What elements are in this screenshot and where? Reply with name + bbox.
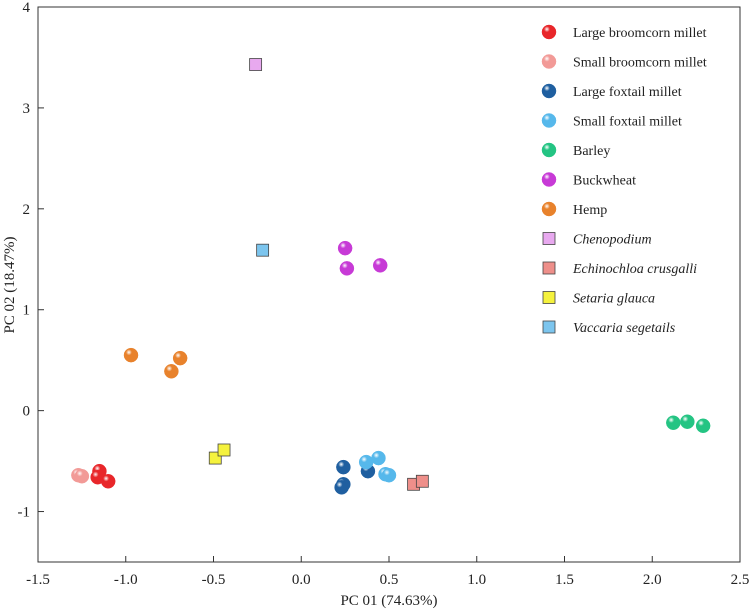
data-point <box>100 474 116 489</box>
x-axis-ticks: -1.5 -1.0 -0.5 0.0 0.5 1.0 1.5 2.0 2.5 <box>26 556 749 588</box>
data-point <box>415 474 429 488</box>
data-points <box>71 58 711 495</box>
legend-label: Hemp <box>573 203 607 218</box>
data-point <box>123 347 139 363</box>
legend-label: Small foxtail millet <box>573 115 682 130</box>
y-tick-label: 4 <box>23 0 31 16</box>
legend-label: Chenopodium <box>573 233 652 248</box>
y-axis-label: PC 02 (18.47%) <box>2 236 18 333</box>
x-tick-label: 0.5 <box>380 572 399 588</box>
y-tick-label: -1 <box>18 505 31 521</box>
x-tick-label: -0.5 <box>202 572 226 588</box>
data-point <box>372 258 388 273</box>
legend-label: Buckwheat <box>573 174 636 189</box>
x-axis-label: PC 01 (74.63%) <box>340 593 437 609</box>
data-point <box>172 350 188 366</box>
y-tick-label: 0 <box>23 404 31 420</box>
legend-label: Vaccaria segetails <box>573 321 676 336</box>
legend-marker <box>542 320 556 334</box>
legend-label: Setaria glauca <box>573 292 655 307</box>
x-tick-label: 2.0 <box>643 572 662 588</box>
data-point <box>334 480 349 495</box>
data-point <box>217 443 231 457</box>
data-point <box>666 415 681 430</box>
legend-label: Large broomcorn millet <box>573 26 707 41</box>
legend-label: Large foxtail millet <box>573 85 682 100</box>
legend-marker <box>541 83 557 99</box>
legend-marker <box>542 291 556 304</box>
x-tick-label: -1.5 <box>26 572 50 588</box>
legend-marker <box>541 54 557 69</box>
legend-marker <box>541 113 557 128</box>
legend-label: Small broomcorn millet <box>573 56 707 71</box>
data-point <box>695 418 711 434</box>
legend-marker <box>542 261 556 275</box>
legend-marker <box>542 232 556 245</box>
x-tick-label: 2.5 <box>731 572 750 588</box>
data-point <box>680 414 695 429</box>
data-point <box>256 243 270 257</box>
x-tick-label: 1.0 <box>467 572 486 588</box>
y-tick-label: 3 <box>23 101 31 117</box>
legend-label: Barley <box>573 144 610 159</box>
legend-marker <box>541 24 557 40</box>
legend: Large broomcorn millet Small broomcorn mi… <box>541 24 707 336</box>
x-tick-label: 1.5 <box>555 572 574 588</box>
data-point <box>381 467 397 483</box>
data-point <box>358 454 374 470</box>
legend-marker <box>541 142 557 158</box>
data-point <box>74 468 90 484</box>
legend-marker <box>541 172 557 187</box>
y-axis-ticks: -1 0 1 2 3 4 <box>18 0 44 521</box>
x-tick-label: -1.0 <box>114 572 138 588</box>
y-tick-label: 2 <box>23 202 31 218</box>
y-tick-label: 1 <box>23 303 31 319</box>
data-point <box>336 459 351 475</box>
data-point <box>339 261 355 276</box>
data-point <box>164 364 179 379</box>
legend-marker <box>541 201 557 217</box>
legend-label: Echinochloa crusgalli <box>572 262 697 277</box>
data-point <box>249 58 263 71</box>
x-tick-label: 0.0 <box>292 572 311 588</box>
data-point <box>337 240 353 256</box>
data-point <box>371 450 386 466</box>
